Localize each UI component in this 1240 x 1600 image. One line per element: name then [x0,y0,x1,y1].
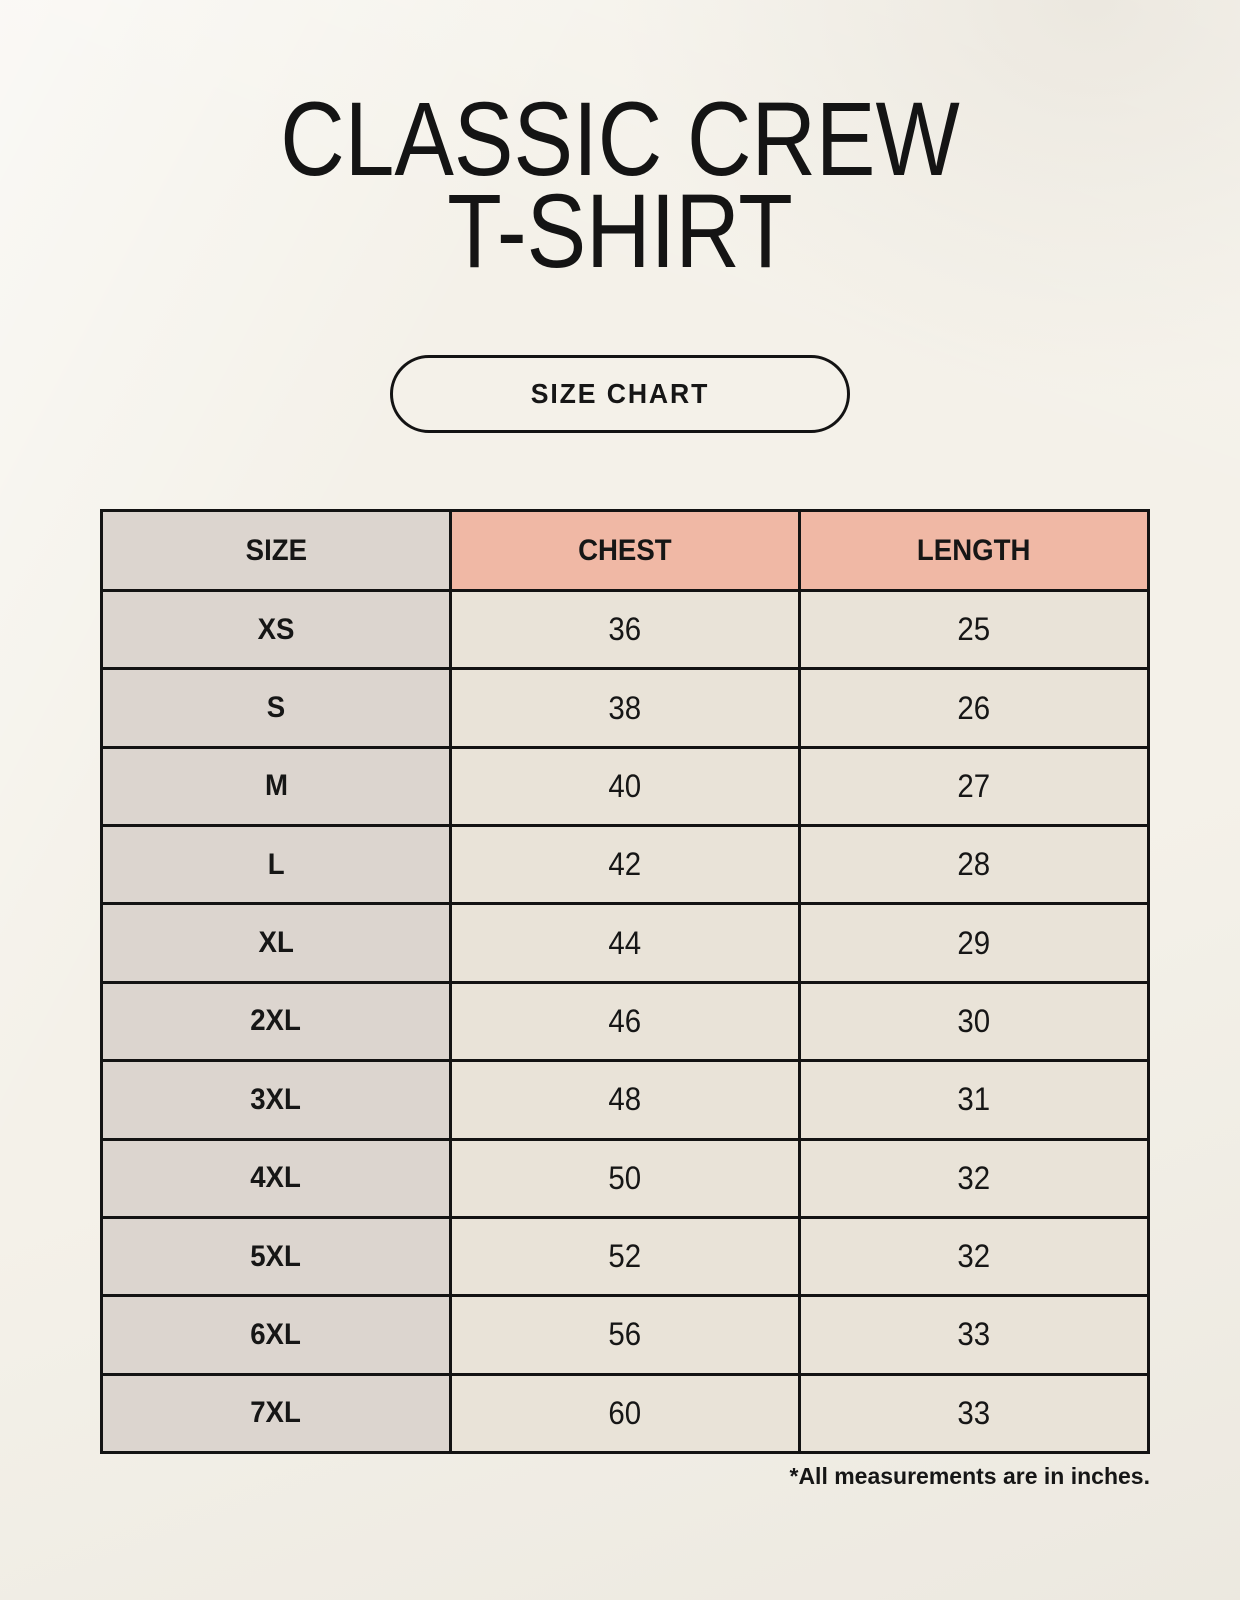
table-row: 4XL 50 32 [100,1137,1150,1219]
chest-cell-value: 46 [608,1002,642,1039]
page-title: CLASSIC CREW T-SHIRT [93,81,1147,290]
size-cell-label: 2XL [250,1004,302,1038]
table-row: S 38 26 [100,667,1150,749]
column-header-length: LENGTH [798,509,1150,592]
table-row: 2XL 46 30 [100,980,1150,1063]
length-cell-value: 27 [957,767,991,804]
length-cell-value: 32 [957,1238,991,1275]
size-cell: M [100,745,452,828]
length-cell-value: 30 [957,1002,991,1039]
length-cell-value: 26 [957,689,991,726]
length-cell-value: 25 [957,611,991,648]
chest-cell: 48 [449,1059,801,1141]
table-row: 3XL 48 31 [100,1059,1150,1141]
size-cell-label: L [267,847,285,881]
chest-cell-value: 56 [608,1316,642,1353]
size-cell: S [100,667,452,749]
size-cell: 5XL [100,1215,452,1298]
length-cell: 33 [798,1294,1150,1376]
chest-cell: 60 [449,1372,801,1455]
chest-cell-value: 36 [608,611,642,648]
chest-cell-value: 44 [608,924,642,961]
length-cell-value: 28 [957,846,991,883]
chest-cell: 50 [449,1137,801,1219]
length-cell: 28 [798,824,1150,906]
chest-cell: 56 [449,1294,801,1376]
page-title-line2: T-SHIRT [447,173,793,290]
column-header-chest-label: CHEST [578,533,672,567]
length-cell-value: 29 [957,924,991,961]
chest-cell: 42 [449,824,801,906]
size-cell-label: S [266,691,286,725]
chest-cell-value: 40 [608,767,642,804]
chest-cell-value: 50 [608,1159,642,1196]
chest-cell: 38 [449,667,801,749]
size-chart-table: SIZE CHEST LENGTH XS 36 25 S 38 26 M 40 … [100,509,1150,1455]
length-cell-value: 32 [957,1159,991,1196]
length-cell: 31 [798,1059,1150,1141]
chest-cell: 44 [449,902,801,984]
length-cell: 29 [798,902,1150,984]
size-cell-label: XS [257,612,295,646]
size-cell: 6XL [100,1294,452,1376]
size-cell-label: 4XL [250,1161,302,1195]
length-cell: 27 [798,745,1150,828]
chest-cell-value: 38 [608,689,642,726]
size-cell-label: 5XL [250,1239,302,1273]
size-cell: XL [100,902,452,984]
table-header-row: SIZE CHEST LENGTH [100,509,1150,592]
size-cell: 2XL [100,980,452,1063]
table-row: 5XL 52 32 [100,1215,1150,1298]
size-cell: XS [100,588,452,671]
size-cell-label: XL [258,926,294,960]
length-cell-value: 33 [957,1394,991,1431]
column-header-size-label: SIZE [245,533,307,567]
size-cell-label: M [264,769,288,803]
size-cell-label: 3XL [250,1082,302,1116]
column-header-chest: CHEST [449,509,801,592]
table-row: XL 44 29 [100,902,1150,984]
chest-cell-value: 52 [608,1238,642,1275]
length-cell: 25 [798,588,1150,671]
length-cell: 26 [798,667,1150,749]
table-row: 7XL 60 33 [100,1372,1150,1455]
page-title-line1: CLASSIC CREW [280,81,960,198]
table-row: L 42 28 [100,824,1150,906]
column-header-length-label: LENGTH [917,533,1031,567]
size-cell-label: 7XL [250,1396,302,1430]
length-cell: 32 [798,1137,1150,1219]
table-row: XS 36 25 [100,588,1150,671]
size-cell: 4XL [100,1137,452,1219]
chest-cell-value: 60 [608,1394,642,1431]
table-row: 6XL 56 33 [100,1294,1150,1376]
chest-cell-value: 48 [608,1081,642,1118]
size-cell: 7XL [100,1372,452,1455]
length-cell-value: 31 [957,1081,991,1118]
chest-cell: 36 [449,588,801,671]
chest-cell: 46 [449,980,801,1063]
length-cell-value: 33 [957,1316,991,1353]
chest-cell: 40 [449,745,801,828]
length-cell: 32 [798,1215,1150,1298]
table-row: M 40 27 [100,745,1150,828]
length-cell: 30 [798,980,1150,1063]
size-chart-badge: SIZE CHART [390,355,850,433]
size-cell: 3XL [100,1059,452,1141]
chest-cell: 52 [449,1215,801,1298]
chest-cell-value: 42 [608,846,642,883]
column-header-size: SIZE [100,509,452,592]
size-cell-label: 6XL [250,1317,302,1351]
size-chart-badge-label: SIZE CHART [530,378,710,409]
length-cell: 33 [798,1372,1150,1455]
size-cell: L [100,824,452,906]
measurement-note: *All measurements are in inches. [789,1463,1151,1489]
